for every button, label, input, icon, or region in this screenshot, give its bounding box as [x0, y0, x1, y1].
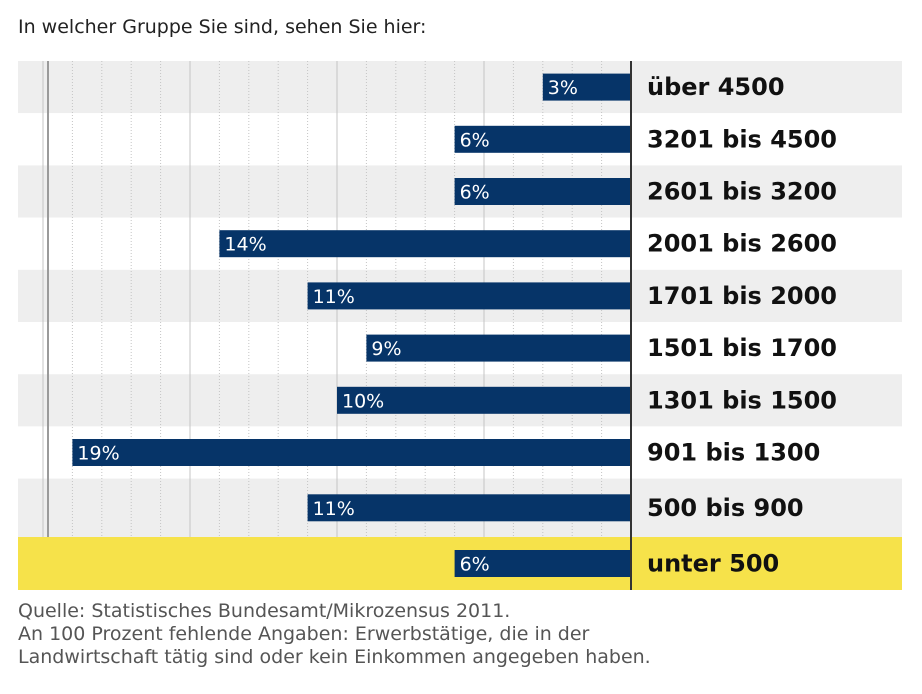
bar-value-label: 3% — [548, 77, 578, 99]
bar — [454, 550, 631, 577]
category-label: 2001 bis 2600 — [647, 230, 837, 258]
bar — [454, 178, 631, 205]
source-note: Quelle: Statistisches Bundesamt/Mikrozen… — [18, 600, 651, 669]
bar-value-label: 11% — [313, 286, 355, 308]
category-label: 1501 bis 1700 — [647, 334, 837, 362]
bar-value-label: 6% — [460, 182, 490, 204]
bar-value-label: 9% — [371, 338, 401, 360]
category-label: 1301 bis 1500 — [647, 386, 837, 414]
bar-value-label: 11% — [313, 498, 355, 520]
bar — [307, 494, 631, 522]
category-label: 500 bis 900 — [647, 494, 804, 522]
source-line-3: Landwirtschaft tätig sind oder kein Eink… — [18, 646, 651, 668]
category-label: über 4500 — [647, 73, 785, 101]
chart-svg: 3% über 4500 6% 3201 bis 4500 6% 2601 bis 320… — [18, 61, 902, 590]
bar-value-label: 19% — [77, 443, 119, 465]
category-label: 2601 bis 3200 — [647, 178, 837, 206]
bar — [219, 230, 631, 258]
bar — [337, 386, 631, 414]
bar-value-label: 14% — [224, 234, 266, 256]
category-label: 3201 bis 4500 — [647, 125, 837, 153]
bar-value-label: 10% — [342, 390, 384, 412]
category-label: 1701 bis 2000 — [647, 282, 837, 310]
source-line-1: Quelle: Statistisches Bundesamt/Mikrozen… — [18, 600, 511, 622]
bar-value-label: 6% — [460, 554, 490, 576]
income-bar-chart: 3% über 4500 6% 3201 bis 4500 6% 2601 bis 320… — [18, 61, 902, 590]
bar — [307, 282, 631, 310]
bar — [454, 125, 631, 153]
row-band — [18, 61, 902, 114]
category-label: unter 500 — [647, 550, 779, 578]
bar — [366, 334, 631, 362]
source-line-2: An 100 Prozent fehlende Angaben: Erwerbs… — [18, 623, 590, 645]
bar — [72, 439, 631, 466]
category-label: 901 bis 1300 — [647, 439, 820, 467]
bar — [542, 73, 631, 101]
bar-value-label: 6% — [460, 129, 490, 151]
chart-intro: In welcher Gruppe Sie sind, sehen Sie hi… — [18, 16, 427, 38]
